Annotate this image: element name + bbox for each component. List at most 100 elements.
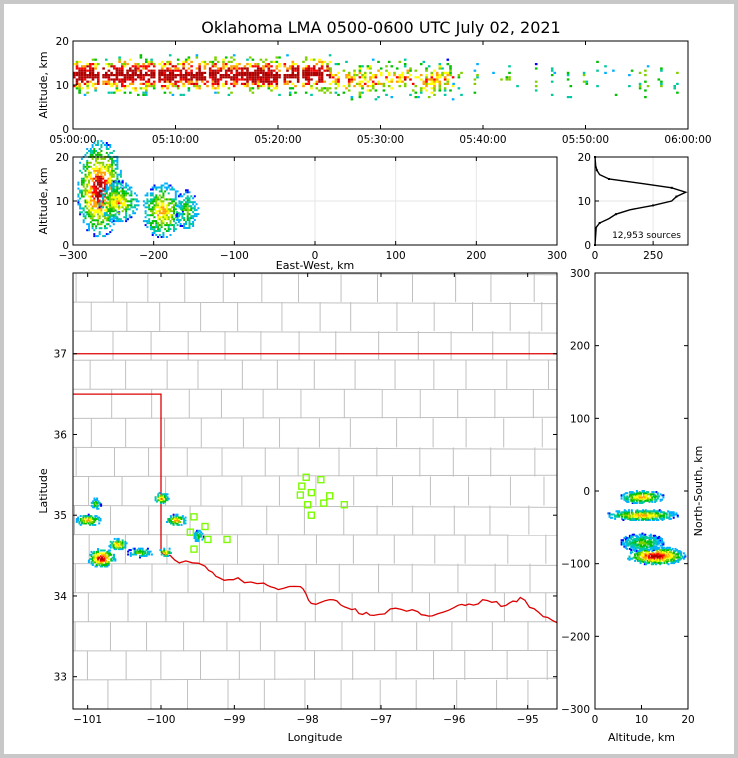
source-cell [97, 561, 100, 564]
source-cell [89, 197, 92, 200]
source-cell [188, 197, 191, 200]
source-cell [134, 206, 136, 209]
source-cell [649, 546, 652, 549]
source-cell [86, 521, 89, 523]
source-cell [96, 157, 99, 160]
source-cell [148, 553, 151, 556]
source-cell [84, 189, 87, 192]
source-cell [97, 548, 100, 550]
y-tick-label: 100 [570, 413, 590, 425]
source-cell [634, 550, 637, 553]
source-cell [91, 209, 94, 212]
source-cell [116, 165, 119, 168]
source-cell [88, 169, 90, 172]
x-tick-label: 0 [592, 714, 599, 726]
source-cell [77, 195, 80, 198]
source-cell [243, 78, 247, 81]
source-cell [660, 559, 663, 562]
source-cell [98, 153, 101, 156]
source-cell [614, 517, 617, 520]
source-cell [264, 78, 268, 81]
source-cell [184, 80, 188, 83]
source-cell [95, 235, 98, 238]
source-cell [382, 89, 386, 92]
source-cell [644, 499, 647, 502]
x-tick-label: 300 [547, 250, 567, 262]
source-cell [672, 516, 675, 519]
source-cell [435, 71, 439, 74]
source-cell [98, 171, 101, 174]
source-cell [653, 557, 656, 560]
source-cell [158, 230, 161, 232]
source-cell [345, 60, 348, 63]
source-cell [232, 85, 236, 88]
source-cell [656, 550, 659, 553]
source-cell [649, 559, 652, 562]
source-cell [275, 60, 279, 63]
source-cell [634, 543, 637, 546]
source-cell [671, 512, 674, 515]
source-cell [211, 87, 215, 90]
source-cell [103, 194, 106, 197]
source-cell [653, 555, 656, 558]
source-cell [337, 82, 340, 85]
source-cell [78, 74, 81, 77]
source-cell [86, 87, 89, 90]
source-cell [291, 67, 295, 70]
source-cell [310, 71, 313, 74]
source-cell [142, 220, 145, 223]
source-cell [89, 76, 92, 79]
source-cell [165, 494, 168, 497]
source-cell [103, 549, 106, 552]
x-tick-label: −98 [297, 714, 319, 726]
source-cell [659, 538, 662, 541]
source-cell [628, 541, 631, 544]
source-cell [668, 547, 671, 550]
source-cell [214, 91, 217, 94]
source-cell [262, 71, 265, 74]
source-cell [105, 186, 108, 189]
source-cell [323, 69, 327, 72]
source-cell [126, 208, 129, 211]
source-cell [676, 71, 679, 74]
source-cell [89, 221, 92, 224]
source-cell [123, 192, 126, 195]
source-cell [635, 546, 638, 549]
source-cell [117, 543, 120, 546]
source-cell [677, 550, 680, 553]
source-cell [123, 65, 127, 68]
source-cell [635, 497, 638, 500]
source-cell [227, 76, 231, 79]
source-cell [141, 553, 144, 556]
source-cell [653, 561, 656, 563]
source-cell [645, 551, 648, 554]
source-cell [680, 551, 683, 554]
source-cell [655, 538, 658, 541]
source-cell [85, 521, 87, 523]
source-cell [147, 65, 151, 68]
source-cell [123, 194, 126, 197]
source-cell [224, 71, 228, 74]
source-cell [114, 194, 117, 197]
source-cell [171, 202, 174, 205]
source-cell [160, 87, 164, 90]
source-cell [158, 491, 161, 494]
source-cell [98, 516, 101, 519]
source-cell [645, 491, 648, 494]
source-cell [677, 555, 680, 558]
source-cell [105, 192, 108, 195]
source-cell [641, 547, 644, 550]
source-cell [195, 56, 199, 59]
source-cell [137, 63, 140, 66]
source-cell [654, 512, 657, 515]
source-cell [430, 91, 434, 94]
source-cell [103, 565, 106, 568]
source-cell [115, 78, 119, 81]
source-cell [652, 554, 655, 557]
source-cell [312, 74, 316, 77]
source-cell [179, 516, 182, 519]
source-cell [626, 514, 629, 517]
source-cell [358, 80, 362, 83]
source-cell [114, 179, 117, 182]
source-cell [160, 65, 164, 68]
